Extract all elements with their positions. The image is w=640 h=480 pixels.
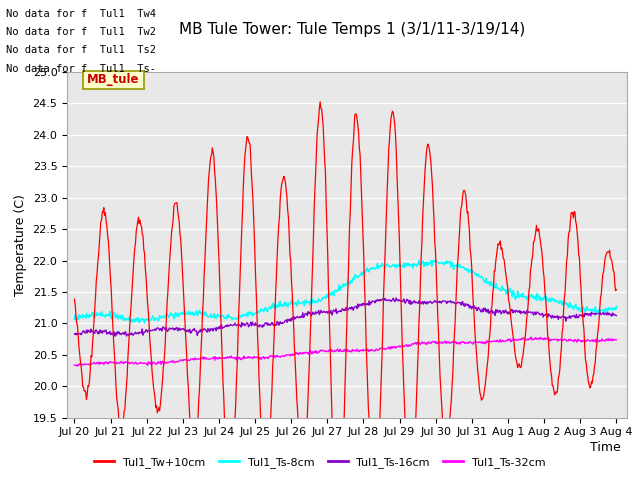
Text: No data for f  Tul1  Tw2: No data for f Tul1 Tw2 xyxy=(6,27,156,37)
Text: No data for f  Tul1  Ts2: No data for f Tul1 Ts2 xyxy=(6,45,156,55)
Text: MB_tule: MB_tule xyxy=(87,73,140,86)
Text: Time: Time xyxy=(590,441,621,454)
Legend: Tul1_Tw+10cm, Tul1_Ts-8cm, Tul1_Ts-16cm, Tul1_Ts-32cm: Tul1_Tw+10cm, Tul1_Ts-8cm, Tul1_Ts-16cm,… xyxy=(90,452,550,472)
Text: MB Tule Tower: Tule Temps 1 (3/1/11-3/19/14): MB Tule Tower: Tule Temps 1 (3/1/11-3/19… xyxy=(179,22,525,36)
Text: No data for f  Tul1  Ts-: No data for f Tul1 Ts- xyxy=(6,63,156,73)
Text: No data for f  Tul1  Tw4: No data for f Tul1 Tw4 xyxy=(6,9,156,19)
Y-axis label: Temperature (C): Temperature (C) xyxy=(14,194,27,296)
